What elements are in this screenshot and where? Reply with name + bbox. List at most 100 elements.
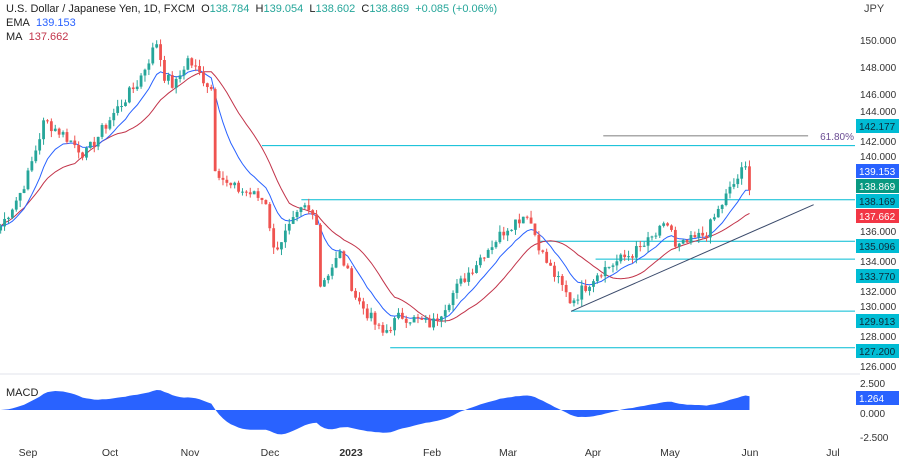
candle-body	[615, 261, 619, 266]
level-price-label: 135.096	[859, 242, 896, 253]
candle	[744, 161, 747, 170]
ema-legend[interactable]: EMA 139.153	[6, 16, 76, 30]
candle	[354, 288, 357, 300]
candle-body	[299, 207, 303, 213]
candle-body	[3, 218, 6, 227]
candle	[326, 274, 330, 284]
candle-body	[439, 316, 443, 321]
candle-body	[198, 65, 201, 73]
candle-body	[447, 305, 451, 311]
candle	[689, 231, 693, 245]
candle	[736, 174, 740, 188]
candle	[373, 311, 377, 330]
candle	[315, 210, 318, 225]
candle-body	[276, 247, 279, 250]
candle	[408, 322, 412, 326]
candle-body	[463, 278, 467, 282]
candle	[397, 308, 400, 320]
candle-body	[748, 166, 751, 191]
trendline	[570, 204, 814, 312]
candle-body	[361, 301, 365, 309]
candle	[471, 268, 474, 276]
candle-body	[358, 297, 361, 302]
candle	[439, 315, 443, 328]
candle-body	[654, 235, 658, 237]
candle	[631, 254, 634, 264]
candle	[451, 290, 455, 312]
candle-body	[209, 87, 213, 90]
candle-body	[248, 192, 252, 195]
candle-body	[744, 166, 747, 168]
candle	[85, 146, 88, 161]
candle-body	[673, 229, 677, 247]
candle-body	[556, 276, 560, 278]
candle	[748, 160, 751, 196]
candle	[252, 190, 256, 195]
candle-body	[57, 128, 61, 135]
candle-body	[514, 219, 517, 230]
candle	[295, 209, 299, 222]
x-tick-label: Feb	[423, 447, 441, 459]
candle	[155, 40, 159, 49]
candle-body	[697, 232, 701, 238]
candle	[116, 99, 120, 116]
y-tick-label: 146.000	[860, 90, 897, 101]
candle	[498, 225, 502, 244]
ma-price-label-box	[856, 209, 899, 223]
last-price-label-box	[856, 179, 899, 193]
macd-value-label: 1.264	[859, 394, 884, 405]
candle	[642, 241, 646, 248]
close-value: 138.869	[369, 3, 410, 15]
candle-body	[389, 330, 393, 332]
candle-body	[666, 223, 669, 226]
candle	[361, 297, 365, 315]
candle	[0, 223, 3, 234]
candle	[420, 316, 424, 321]
candle-body	[716, 208, 720, 218]
candle-body	[131, 87, 135, 90]
candle-body	[354, 290, 357, 298]
macd-tick-label: 2.500	[860, 379, 885, 390]
candle-body	[346, 265, 350, 269]
candle-body	[252, 191, 256, 195]
candle-body	[213, 89, 217, 172]
candle-body	[268, 204, 272, 229]
level-price-label-box	[856, 239, 899, 253]
candle	[447, 303, 451, 313]
ma-legend[interactable]: MA 137.662	[6, 30, 68, 44]
level-price-label: 129.913	[859, 317, 896, 328]
x-tick-label: May	[660, 447, 681, 459]
candle-body	[221, 177, 225, 180]
low-label: L	[309, 3, 316, 15]
macd-label: MACD	[6, 387, 39, 399]
candle-body	[229, 182, 233, 186]
candle	[104, 123, 108, 134]
candle	[65, 128, 69, 145]
candle-body	[510, 229, 513, 231]
candle-body	[397, 312, 400, 319]
candle-body	[85, 147, 88, 158]
candle-body	[326, 275, 330, 281]
candle	[213, 87, 217, 172]
candle-body	[404, 318, 408, 323]
candle-body	[65, 132, 69, 142]
candle	[416, 313, 420, 324]
candle	[424, 315, 428, 323]
candle	[455, 279, 459, 299]
candle-body	[303, 205, 307, 208]
macd-legend[interactable]: MACD	[6, 386, 38, 400]
candle	[514, 219, 517, 235]
candle	[369, 307, 373, 322]
candle-body	[740, 167, 744, 179]
candle	[494, 240, 498, 249]
candle-body	[69, 140, 73, 142]
candle-body	[732, 184, 736, 187]
candle	[654, 232, 658, 240]
candle-body	[490, 247, 494, 250]
ma-value: 137.662	[28, 31, 69, 43]
candle-body	[592, 281, 595, 287]
candle-body	[143, 69, 147, 76]
candle	[124, 99, 127, 107]
candle	[291, 210, 295, 225]
